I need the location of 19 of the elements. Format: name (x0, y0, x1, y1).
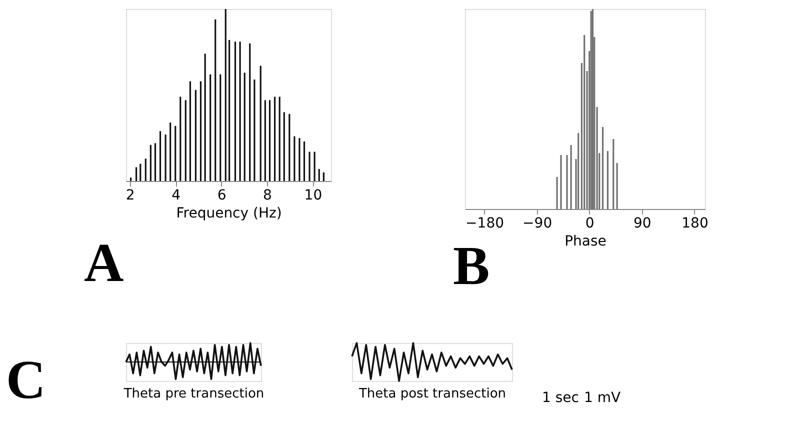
x-tick-label: 180 (682, 216, 708, 232)
text: 1 mV (584, 390, 621, 406)
x-tick-label: 6 (217, 188, 226, 204)
x-axis-title: Theta post transection (358, 386, 506, 402)
x-tick-label: 10 (304, 188, 322, 204)
text: B (453, 235, 490, 296)
x-tick-label: 90 (634, 216, 652, 232)
x-axis-title: Frequency (Hz) (176, 206, 282, 222)
x-tick-label: −90 (522, 216, 552, 232)
x-tick-label: 8 (263, 188, 272, 204)
text: C (6, 349, 46, 410)
x-tick-label: 4 (172, 188, 181, 204)
text: 1 sec (542, 390, 579, 406)
x-tick-label: 2 (126, 188, 135, 204)
x-axis-title: Theta pre transection (122, 386, 264, 402)
x-axis-title: Phase (564, 234, 606, 250)
x-tick-label: −180 (466, 216, 504, 232)
text: A (84, 232, 124, 293)
x-tick-label: 0 (585, 216, 594, 232)
